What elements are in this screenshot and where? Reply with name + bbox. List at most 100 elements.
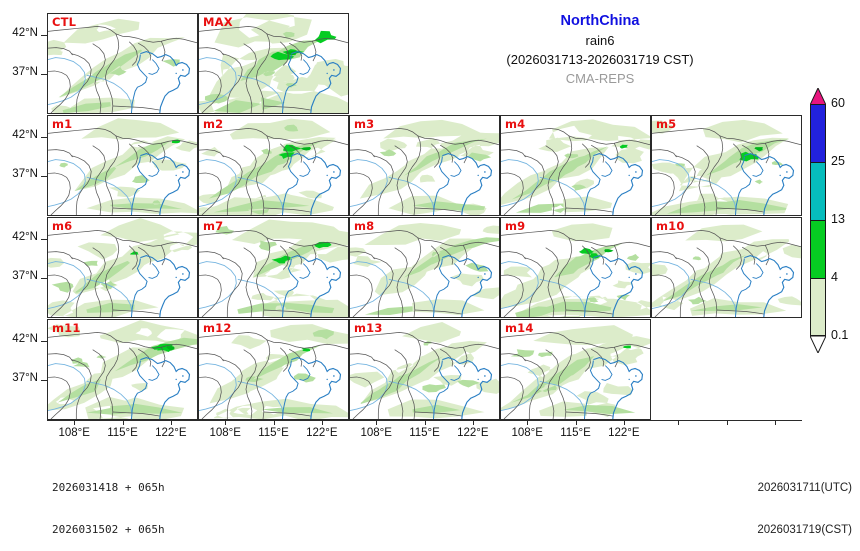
colorbar-tick-60: 60 <box>831 96 845 110</box>
panel-row-3: m6 m7 m8 m9 m10 <box>47 217 802 318</box>
panel-grid: CTL MAX m1 m2 m3 m4 m5 m6 m7 m8 m9 m10 m11 m12 m13 m14 <box>47 13 803 425</box>
panel-label-m4: m4 <box>505 117 526 131</box>
panel-label-m10: m10 <box>656 219 685 233</box>
lon-tick-label: 108°E <box>58 427 90 439</box>
footer-init-times: 2026031418 + 065h 2026031502 + 065h <box>52 453 165 551</box>
panel-row-1: CTL MAX <box>47 13 349 114</box>
lat-tick-label: 42°N <box>12 129 38 142</box>
colorbar-over-arrow <box>810 88 826 105</box>
colorbar-band-25-60 <box>810 104 826 162</box>
footer-right-line2: 2026031719(CST) <box>757 524 852 536</box>
lat-tick-label: 37°N <box>12 269 38 282</box>
lon-tick-mark <box>424 420 426 425</box>
lon-tick-mark <box>225 420 227 425</box>
colorbar-tick-0.1: 0.1 <box>831 328 849 342</box>
panel-label-m11: m11 <box>52 321 81 335</box>
lon-tick-label: 108°E <box>511 427 543 439</box>
map-panel-m14[interactable]: m14 <box>500 319 651 420</box>
map-panel-m5[interactable]: m5 <box>651 115 802 216</box>
lon-tick-mark <box>170 420 172 425</box>
panel-label-m7: m7 <box>203 219 224 233</box>
panel-label-m1: m1 <box>52 117 73 131</box>
lon-tick-label: 115°E <box>409 427 440 439</box>
variable-name: rain6 <box>585 33 615 48</box>
title-block: NorthChina rain6 (2026031713-2026031719 … <box>440 12 760 88</box>
model-name: CMA-REPS <box>565 71 635 86</box>
lat-tick-label: 37°N <box>12 167 38 180</box>
forecast-period: (2026031713-2026031719 CST) <box>506 52 694 67</box>
panel-label-m2: m2 <box>203 117 224 131</box>
lon-tick-label: 122°E <box>608 427 640 439</box>
lat-tick-mark <box>41 35 47 37</box>
panel-label-max: MAX <box>203 15 233 29</box>
colorbar-under-arrow <box>810 336 826 353</box>
lon-tick-mark <box>527 420 529 425</box>
colorbar-separator <box>810 220 826 221</box>
map-panel-m6[interactable]: m6 <box>47 217 198 318</box>
lat-tick-label: 37°N <box>12 65 38 78</box>
footer-valid-times: 2026031711(UTC) 2026031719(CST) <box>757 453 852 551</box>
lon-tick-mark <box>376 420 378 425</box>
lat-tick-mark <box>41 277 47 279</box>
lon-tick-mark <box>122 420 124 425</box>
panel-label-m9: m9 <box>505 219 526 233</box>
colorbar-band-4-13 <box>810 220 826 278</box>
lon-tick-mark <box>273 420 275 425</box>
lat-tick-mark <box>41 379 47 381</box>
lon-tick-mark <box>678 420 680 425</box>
map-panel-m9[interactable]: m9 <box>500 217 651 318</box>
colorbar-tick-13: 13 <box>831 212 845 226</box>
map-panel-ctl[interactable]: CTL <box>47 13 198 114</box>
lat-tick-mark <box>41 239 47 241</box>
lon-tick-mark <box>623 420 625 425</box>
map-panel-max[interactable]: MAX <box>198 13 349 114</box>
panel-row-4: m11 m12 m13 m14 <box>47 319 651 420</box>
page-title: NorthChina <box>560 13 640 29</box>
lat-tick-mark <box>41 175 47 177</box>
colorbar-separator <box>810 278 826 279</box>
map-panel-m3[interactable]: m3 <box>349 115 500 216</box>
colorbar-band-13-25 <box>810 162 826 220</box>
map-panel-m4[interactable]: m4 <box>500 115 651 216</box>
footer-right-line1: 2026031711(UTC) <box>757 482 852 494</box>
lon-tick-label: 122°E <box>155 427 187 439</box>
panel-row-2: m1 m2 m3 m4 m5 <box>47 115 802 216</box>
lon-tick-label: 108°E <box>209 427 241 439</box>
panel-label-m3: m3 <box>354 117 375 131</box>
colorbar-tick-4: 4 <box>831 270 838 284</box>
lon-tick-label: 108°E <box>360 427 392 439</box>
lat-tick-mark <box>41 73 47 75</box>
lat-tick-label: 42°N <box>12 27 38 40</box>
panel-label-m13: m13 <box>354 321 383 335</box>
footer-left-line1: 2026031418 + 065h <box>52 481 165 494</box>
colorbar <box>810 104 826 336</box>
lon-tick-mark <box>726 420 728 425</box>
map-panel-m8[interactable]: m8 <box>349 217 500 318</box>
colorbar-tick-25: 25 <box>831 154 845 168</box>
lon-tick-mark <box>472 420 474 425</box>
lat-tick-mark <box>41 137 47 139</box>
panel-label-m12: m12 <box>203 321 232 335</box>
map-panel-m12[interactable]: m12 <box>198 319 349 420</box>
map-panel-m2[interactable]: m2 <box>198 115 349 216</box>
panel-label-m5: m5 <box>656 117 677 131</box>
lat-tick-label: 37°N <box>12 371 38 384</box>
footer-left-line2: 2026031502 + 065h <box>52 523 165 536</box>
x-axis-line <box>47 420 802 421</box>
map-panel-m10[interactable]: m10 <box>651 217 802 318</box>
map-panel-m1[interactable]: m1 <box>47 115 198 216</box>
map-panel-m11[interactable]: m11 <box>47 319 198 420</box>
panel-label-m8: m8 <box>354 219 375 233</box>
lat-tick-mark <box>41 341 47 343</box>
lon-tick-mark <box>74 420 76 425</box>
lon-tick-label: 122°E <box>306 427 338 439</box>
colorbar-band-0.1-4 <box>810 278 826 336</box>
panel-label-ctl: CTL <box>52 15 77 29</box>
panel-label-m6: m6 <box>52 219 73 233</box>
lon-tick-mark <box>575 420 577 425</box>
map-panel-m7[interactable]: m7 <box>198 217 349 318</box>
lon-tick-label: 115°E <box>258 427 289 439</box>
lon-tick-label: 115°E <box>107 427 138 439</box>
map-panel-m13[interactable]: m13 <box>349 319 500 420</box>
lat-tick-label: 42°N <box>12 231 38 244</box>
